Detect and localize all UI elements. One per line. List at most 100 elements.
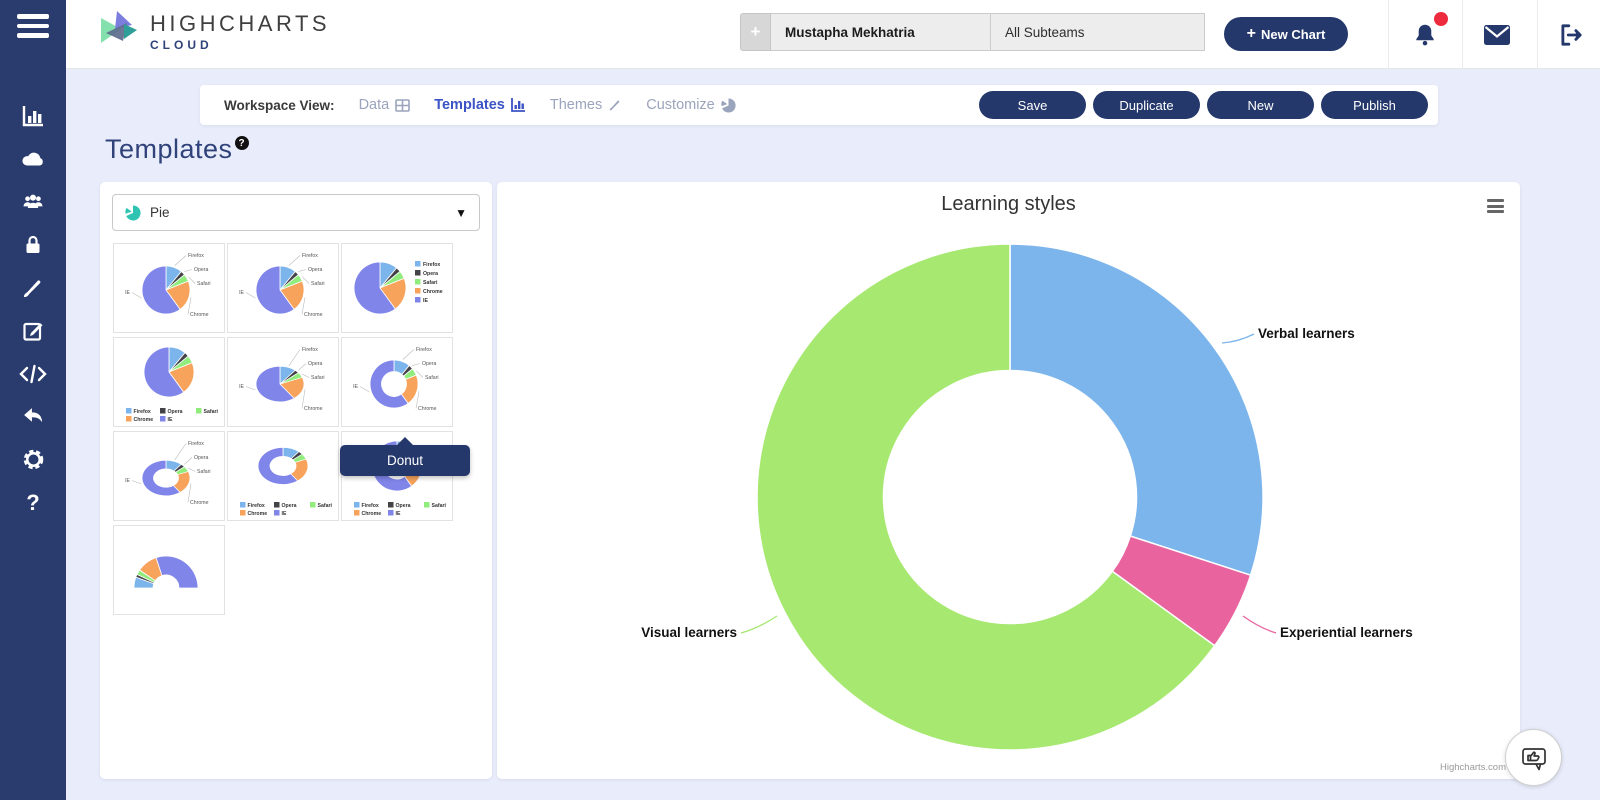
pie-slice-verbal-learners[interactable] <box>1009 243 1264 577</box>
user-name-selector[interactable]: Mustapha Mekhatria <box>771 13 991 51</box>
templates-panel: Pie ▼ Firefox Opera Safari Chrome IE Firefox O… <box>100 182 492 779</box>
cloud-icon <box>22 152 43 166</box>
template-thumb-pie-legend-bottom[interactable]: Firefox Opera Safari Chrome IE <box>113 337 225 427</box>
chart-type-select[interactable]: Pie ▼ <box>112 194 480 231</box>
notifications-button[interactable] <box>1410 20 1440 50</box>
svg-text:Firefox: Firefox <box>416 347 432 353</box>
new-chart-button[interactable]: + New Chart <box>1224 17 1348 51</box>
sidebar-item-themes[interactable] <box>0 266 66 309</box>
svg-text:Chrome: Chrome <box>304 406 323 412</box>
svg-text:Opera: Opera <box>423 271 438 277</box>
header-divider <box>1537 0 1538 69</box>
chart-context-menu-icon[interactable] <box>1487 199 1504 213</box>
svg-text:Firefox: Firefox <box>423 262 440 268</box>
svg-text:Safari: Safari <box>311 281 325 287</box>
mini-slice <box>255 265 295 315</box>
pie-slice-visual-learners[interactable] <box>756 243 1216 751</box>
svg-text:Firefox: Firefox <box>188 441 204 447</box>
workspace-view-bar: Workspace View: Data Templates Themes Cu… <box>200 85 1438 125</box>
svg-text:Firefox: Firefox <box>302 253 318 259</box>
chevron-down-icon: ▼ <box>455 205 467 220</box>
sidebar-item-teams[interactable] <box>0 180 66 223</box>
template-thumb-pie-with-labels-alt[interactable]: Firefox Opera Safari Chrome IE <box>227 243 339 333</box>
template-thumb-donut-3d-legend-bottom[interactable]: Firefox Opera Safari Chrome IE <box>227 431 339 521</box>
template-thumb-pie-legend-right[interactable]: Firefox Opera Safari Chrome IE <box>341 243 453 333</box>
svg-text:Firefox: Firefox <box>248 503 265 509</box>
subteam-selector[interactable]: All Subteams <box>991 13 1205 51</box>
mini-slice <box>255 365 295 403</box>
menu-icon[interactable] <box>0 0 66 52</box>
sidebar-item-edit[interactable] <box>0 309 66 352</box>
plus-icon: + <box>1246 25 1257 42</box>
tab-data[interactable]: Data <box>359 97 411 113</box>
svg-text:Safari: Safari <box>432 503 447 509</box>
tab-customize[interactable]: Customize <box>646 97 736 113</box>
gear-icon <box>23 449 43 470</box>
pie-teal-icon <box>125 204 141 220</box>
sidebar-item-cloud[interactable] <box>0 137 66 180</box>
template-thumb-donut[interactable]: Firefox Opera Safari Chrome IE <box>341 337 453 427</box>
template-thumb-pie-with-labels[interactable]: Firefox Opera Safari Chrome IE <box>113 243 225 333</box>
logo-text: HIGHCHARTS <box>150 10 331 36</box>
chart-preview-card: Learning styles Verbal learners Experient… <box>497 182 1520 779</box>
highcharts-cloud-logo[interactable]: HIGHCHARTS CLOUD <box>96 10 330 52</box>
undo-icon <box>23 408 42 423</box>
sidebar-item-settings[interactable] <box>0 438 66 481</box>
svg-text:Opera: Opera <box>282 503 297 509</box>
svg-text:Safari: Safari <box>318 503 333 509</box>
template-thumb-donut-3d-with-labels[interactable]: Firefox Opera Safari Chrome IE <box>113 431 225 521</box>
template-thumb-semi-circle-donut[interactable] <box>113 525 225 615</box>
users-icon <box>23 194 43 208</box>
tab-themes[interactable]: Themes <box>550 97 622 113</box>
envelope-icon <box>1484 25 1510 45</box>
chart-credits[interactable]: Highcharts.com <box>1440 762 1506 773</box>
template-tooltip: Donut <box>340 437 470 476</box>
sidebar-item-security[interactable] <box>0 223 66 266</box>
sidebar: ? <box>0 0 66 800</box>
sidebar-nav: ? <box>0 94 66 524</box>
duplicate-button[interactable]: Duplicate <box>1093 91 1200 119</box>
svg-text:IE: IE <box>239 290 244 296</box>
svg-text:IE: IE <box>423 298 428 304</box>
sidebar-item-code[interactable] <box>0 352 66 395</box>
mini-slice <box>141 459 181 497</box>
svg-text:Opera: Opera <box>194 455 209 461</box>
header-divider <box>1388 0 1389 69</box>
help-icon[interactable]: ? <box>234 136 249 150</box>
save-button[interactable]: Save <box>979 91 1086 119</box>
slice-label: Verbal learners <box>1258 326 1355 341</box>
mini-slice <box>257 447 299 485</box>
sidebar-item-help[interactable]: ? <box>0 481 66 524</box>
template-thumb-pie-3d-with-labels[interactable]: Firefox Opera Safari Chrome IE <box>227 337 339 427</box>
svg-text:Opera: Opera <box>308 361 323 367</box>
svg-text:Safari: Safari <box>311 375 325 381</box>
chart-column-icon <box>22 105 43 126</box>
tab-templates[interactable]: Templates <box>434 97 526 113</box>
mini-slice <box>155 555 199 589</box>
lock-icon <box>26 235 40 253</box>
svg-text:Firefox: Firefox <box>188 253 204 259</box>
sidebar-item-charts[interactable] <box>0 94 66 137</box>
svg-text:Firefox: Firefox <box>362 503 379 509</box>
svg-text:Safari: Safari <box>197 469 211 475</box>
add-team-button[interactable]: + <box>740 13 771 51</box>
mini-slice <box>143 346 185 398</box>
chart-title: Learning styles <box>941 193 1076 215</box>
code-icon <box>19 364 47 383</box>
logout-icon <box>1561 24 1582 46</box>
svg-text:Firefox: Firefox <box>302 347 318 353</box>
new-button[interactable]: New <box>1207 91 1314 119</box>
feedback-button[interactable] <box>1505 729 1562 786</box>
top-header: HIGHCHARTS CLOUD + Mustapha Mekhatria Al… <box>66 0 1600 69</box>
mini-slice <box>353 261 396 315</box>
question-icon: ? <box>26 489 40 515</box>
bell-icon <box>1416 24 1434 46</box>
mini-slice <box>379 277 407 310</box>
brush-icon <box>24 279 41 297</box>
logout-button[interactable] <box>1556 20 1586 50</box>
sidebar-item-undo[interactable] <box>0 395 66 438</box>
messages-button[interactable] <box>1482 20 1512 50</box>
label-connector <box>1221 333 1255 344</box>
publish-button[interactable]: Publish <box>1321 91 1428 119</box>
tab-themes-label: Themes <box>549 97 603 113</box>
